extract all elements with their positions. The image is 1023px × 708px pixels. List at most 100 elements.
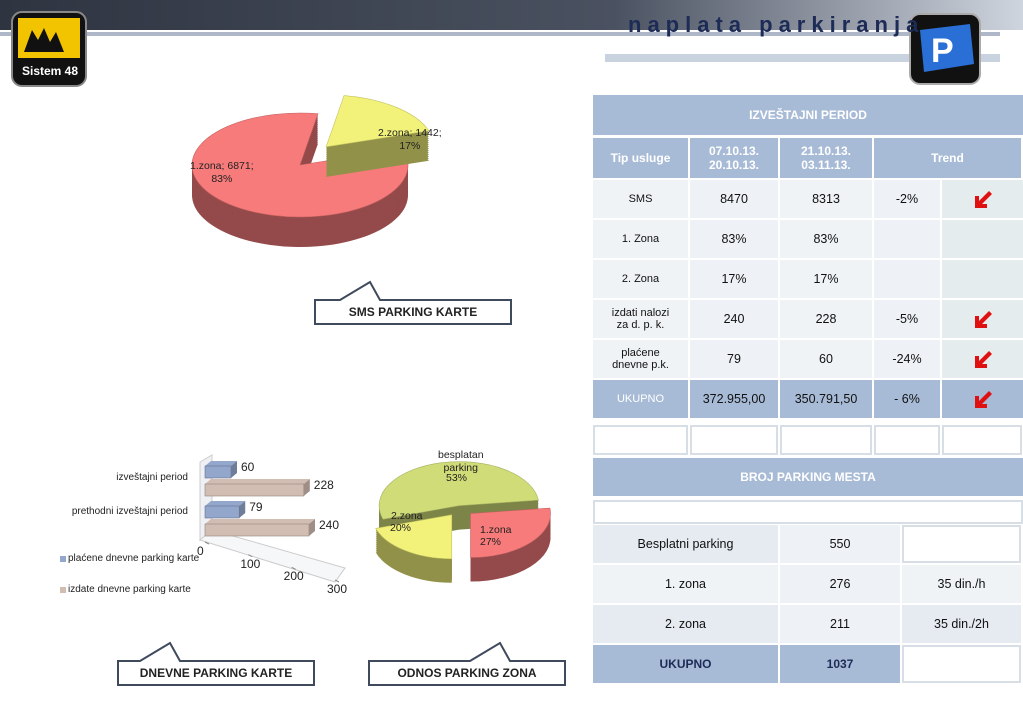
bar-top	[205, 479, 310, 484]
bar-end	[231, 461, 237, 478]
table-cell: 211	[780, 605, 900, 643]
callout-text: DNEVNE PARKING KARTE	[139, 666, 293, 680]
callout-text: SMS PARKING KARTE	[348, 305, 478, 319]
empty-cell	[942, 425, 1022, 455]
slice-label: 27%	[480, 536, 502, 548]
bar-top	[205, 501, 246, 506]
x-tick-label: 200	[283, 569, 304, 584]
arrow-shape	[974, 191, 992, 208]
legend-swatch	[60, 556, 66, 562]
slice	[191, 112, 409, 218]
table-cell: 35 din./2h	[902, 605, 1021, 643]
trend-arrow	[974, 391, 992, 408]
slice-label: 20%	[390, 522, 412, 534]
bar	[204, 483, 305, 497]
x-tick	[291, 566, 296, 570]
trend-cell	[942, 180, 1023, 218]
arrow-shape	[974, 351, 992, 368]
table-cell: 79	[690, 340, 778, 378]
bar	[204, 523, 310, 537]
x-tick	[334, 579, 340, 583]
table-cell: - 6%	[874, 380, 940, 418]
table-cell	[902, 525, 1021, 563]
table-title: BROJ PARKING MESTA	[593, 458, 1023, 496]
slice-label: 1.zona; 6871; 83%	[190, 160, 254, 185]
x-tick	[204, 541, 210, 545]
slice-label: 53%	[446, 472, 468, 484]
column-header: Tip usluge	[593, 138, 688, 178]
table-cell: 8470	[690, 180, 778, 218]
bar-end	[303, 479, 310, 496]
slice-label: 2.zona; 1442; 17%	[378, 127, 442, 152]
slice	[375, 514, 453, 560]
arrow-shape	[974, 391, 992, 408]
empty-cell	[874, 425, 940, 455]
column-header: 07.10.13. 20.10.13.	[690, 138, 778, 178]
table-cell: -5%	[874, 300, 940, 338]
table-cell: 8313	[780, 180, 872, 218]
table-cell: 350.791,50	[780, 380, 872, 418]
table-cell: 1. Zona	[593, 220, 688, 258]
bar-top	[205, 461, 237, 466]
header-line	[605, 54, 1000, 62]
trend-cell	[942, 220, 1023, 258]
plot-floor	[198, 529, 346, 583]
empty-cell	[780, 425, 872, 455]
column-header: Trend	[874, 138, 1021, 178]
logo-text: Sistem 48	[22, 64, 79, 78]
slice	[325, 95, 430, 148]
bar-value: 240	[319, 518, 340, 532]
bar	[204, 465, 232, 479]
empty-cell	[690, 425, 778, 455]
empty-cell	[593, 425, 688, 455]
trend-arrow	[974, 311, 992, 328]
table-cell: 35 din./h	[902, 565, 1021, 603]
trend-cell	[942, 300, 1023, 338]
bar-value: 79	[249, 500, 263, 514]
y-tick-label: izveštajni period	[116, 472, 188, 483]
table-cell: 60	[780, 340, 872, 378]
trend-cell	[942, 260, 1023, 298]
slice-name: 1.zona	[480, 524, 512, 536]
logo-figures	[24, 28, 64, 52]
table-cell: 550	[780, 525, 900, 563]
table-cell: -2%	[874, 180, 940, 218]
callout-box	[117, 641, 315, 686]
legend-label: izdate dnevne parking karte	[68, 584, 191, 595]
table-cell: 1. zona	[593, 565, 778, 603]
table-cell: 276	[780, 565, 900, 603]
bar-end	[239, 501, 246, 518]
slice	[378, 461, 539, 520]
y-tick-label: prethodni izveštajni period	[71, 506, 188, 517]
table-cell: UKUPNO	[593, 380, 688, 418]
empty-cell	[593, 500, 1023, 524]
table-cell: 228	[780, 300, 872, 338]
table-cell	[874, 220, 940, 258]
callout-box	[314, 280, 512, 325]
header-band	[0, 0, 1023, 30]
table-cell: SMS	[593, 180, 688, 218]
table-cell	[902, 645, 1021, 683]
header-line	[0, 32, 1000, 36]
parking-letter: P	[931, 32, 954, 70]
legend-swatch	[60, 587, 66, 593]
table-cell: 372.955,00	[690, 380, 778, 418]
table-cell: 240	[690, 300, 778, 338]
trend-arrow	[974, 351, 992, 368]
bar-end	[309, 519, 315, 536]
slice	[470, 507, 551, 558]
slice-name: besplatan parking	[438, 449, 484, 474]
table-title: IZVEŠTAJNI PERIOD	[593, 95, 1023, 135]
bar-value: 228	[313, 478, 334, 492]
bar-value: 60	[241, 460, 255, 474]
legend-label: plaćene dnevne parking karte	[68, 553, 200, 564]
x-tick	[248, 554, 253, 558]
table-cell: 1037	[780, 645, 900, 683]
table-cell: -24%	[874, 340, 940, 378]
trend-arrow	[974, 191, 992, 208]
x-tick-label: 0	[197, 544, 204, 558]
x-tick-label: 100	[240, 556, 261, 571]
table-cell: Besplatni parking	[593, 525, 778, 563]
